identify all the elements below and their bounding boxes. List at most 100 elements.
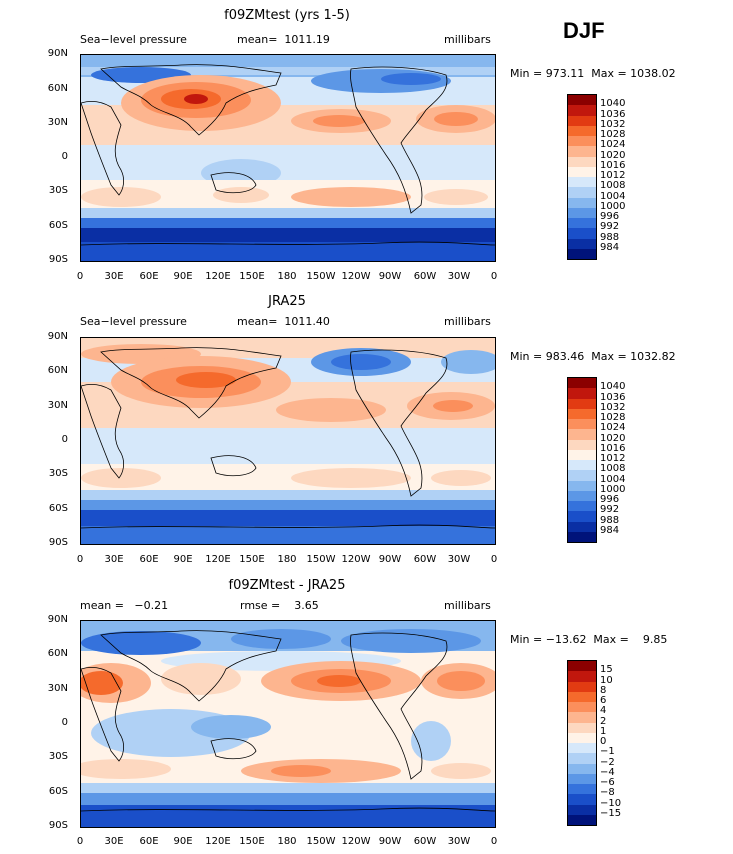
lon-label: 30E <box>104 271 124 282</box>
panel-1-lat-90n: 90N <box>47 48 68 59</box>
panel-3-title: f09ZMtest - JRA25 <box>228 578 346 593</box>
colorbar-swatch <box>568 681 596 692</box>
colorbar-swatch <box>568 712 596 723</box>
colorbar-label: 1012 <box>600 170 626 181</box>
lon-label: 150E <box>239 836 265 847</box>
panel-3-mean-label: mean = −0.21 <box>80 599 169 612</box>
colorbar-label: 1008 <box>600 463 626 475</box>
panel-3-lat-60n: 60N <box>47 648 68 659</box>
colorbar-label: 1020 <box>600 432 626 444</box>
colorbar-swatch <box>568 763 596 774</box>
lon-label: 60E <box>139 836 159 847</box>
colorbar-swatch <box>568 753 596 764</box>
colorbar-swatch <box>568 449 596 460</box>
panel-3-rmse-label: rmse = 3.65 <box>240 599 319 612</box>
colorbar-label: 1024 <box>600 422 626 434</box>
lon-label: 90W <box>378 836 402 847</box>
colorbar-swatch <box>568 501 596 512</box>
lon-label: 30W <box>447 554 471 565</box>
colorbar-label: 996 <box>600 211 620 222</box>
colorbar-label: 2 <box>600 715 607 727</box>
colorbar-label: 1032 <box>600 401 626 413</box>
colorbar-label: 1036 <box>600 391 626 403</box>
panel-3-units-label: millibars <box>444 599 491 612</box>
colorbar-swatch <box>568 218 596 229</box>
panel-2-lat-60n: 60N <box>47 365 68 376</box>
panel-2-title: JRA25 <box>268 294 306 309</box>
panel-2-lat-90n: 90N <box>47 331 68 342</box>
panel-2-units-label: millibars <box>444 315 491 328</box>
panel-1-lat-60n: 60N <box>47 83 68 94</box>
panel-1-variable-label: Sea−level pressure <box>80 33 187 46</box>
panel-2-colorbar <box>567 377 597 543</box>
colorbar-label: 1008 <box>600 180 626 192</box>
panel-3-lat-90n: 90N <box>47 614 68 625</box>
colorbar-swatch <box>568 228 596 239</box>
panel-1-lat-0: 0 <box>61 151 68 162</box>
panel-3-lat-0: 0 <box>61 717 68 728</box>
lon-label: 120E <box>205 554 231 565</box>
lon-label: 0 <box>76 271 84 282</box>
panel-2-lat-30n: 30N <box>47 400 68 411</box>
colorbar-label: −2 <box>600 756 615 768</box>
colorbar-swatch <box>568 661 596 672</box>
lon-label: 0 <box>490 554 498 565</box>
colorbar-label: −15 <box>600 807 622 819</box>
colorbar-label: 1020 <box>600 149 626 161</box>
panel-2-lat-60s: 60S <box>48 503 68 514</box>
panel-3-map <box>80 620 496 828</box>
colorbar-label: 984 <box>600 524 620 536</box>
colorbar-label: 992 <box>600 221 620 233</box>
colorbar-swatch <box>568 248 596 259</box>
lon-label: 120E <box>205 836 231 847</box>
panel-1-map-graphic <box>81 55 495 261</box>
panel-3-lat-60s: 60S <box>48 786 68 797</box>
panel-2-map <box>80 337 496 545</box>
lon-label: 120W <box>341 554 371 565</box>
lon-label: 90E <box>173 271 193 282</box>
colorbar-swatch <box>568 115 596 126</box>
lon-label: 30W <box>447 271 471 282</box>
lon-label: 60W <box>413 836 437 847</box>
lon-label: 150W <box>306 271 336 282</box>
lon-label: 30E <box>104 554 124 565</box>
lon-label: 150W <box>306 554 336 565</box>
colorbar-swatch <box>568 125 596 136</box>
colorbar-label: 1024 <box>600 139 626 151</box>
panel-3-map-graphic <box>81 621 495 827</box>
panel-3-colorbar <box>567 660 597 826</box>
colorbar-label: 1040 <box>600 98 626 110</box>
colorbar-swatch <box>568 784 596 795</box>
lon-label: 30E <box>104 836 124 847</box>
colorbar-swatch <box>568 691 596 702</box>
colorbar-label: 984 <box>600 241 620 253</box>
colorbar-swatch <box>568 671 596 682</box>
panel-2-lat-0: 0 <box>61 434 68 445</box>
panel-1-mean-label: mean= 1011.19 <box>237 33 330 46</box>
colorbar-swatch <box>568 398 596 409</box>
panel-1-map <box>80 54 496 262</box>
colorbar-swatch <box>568 378 596 389</box>
colorbar-label: 1040 <box>600 381 626 393</box>
colorbar-swatch <box>568 429 596 440</box>
colorbar-swatch <box>568 238 596 249</box>
lon-label: 60E <box>139 271 159 282</box>
colorbar-label: 988 <box>600 231 620 243</box>
colorbar-swatch <box>568 146 596 157</box>
colorbar-label: 1012 <box>600 453 626 464</box>
panel-1-lat-60s: 60S <box>48 220 68 231</box>
panel-2-mean-label: mean= 1011.40 <box>237 315 330 328</box>
colorbar-swatch <box>568 521 596 532</box>
season-label: DJF <box>563 18 605 43</box>
colorbar-swatch <box>568 408 596 419</box>
lon-label: 180 <box>277 271 297 282</box>
colorbar-label: 10 <box>600 674 613 686</box>
lon-label: 60W <box>413 271 437 282</box>
lon-label: 150W <box>306 836 336 847</box>
colorbar-swatch <box>568 136 596 147</box>
colorbar-label: 1000 <box>600 200 626 212</box>
colorbar-swatch <box>568 732 596 743</box>
colorbar-label: 1028 <box>600 412 626 423</box>
colorbar-swatch <box>568 702 596 713</box>
panel-3-lat-90s: 90S <box>48 820 68 831</box>
